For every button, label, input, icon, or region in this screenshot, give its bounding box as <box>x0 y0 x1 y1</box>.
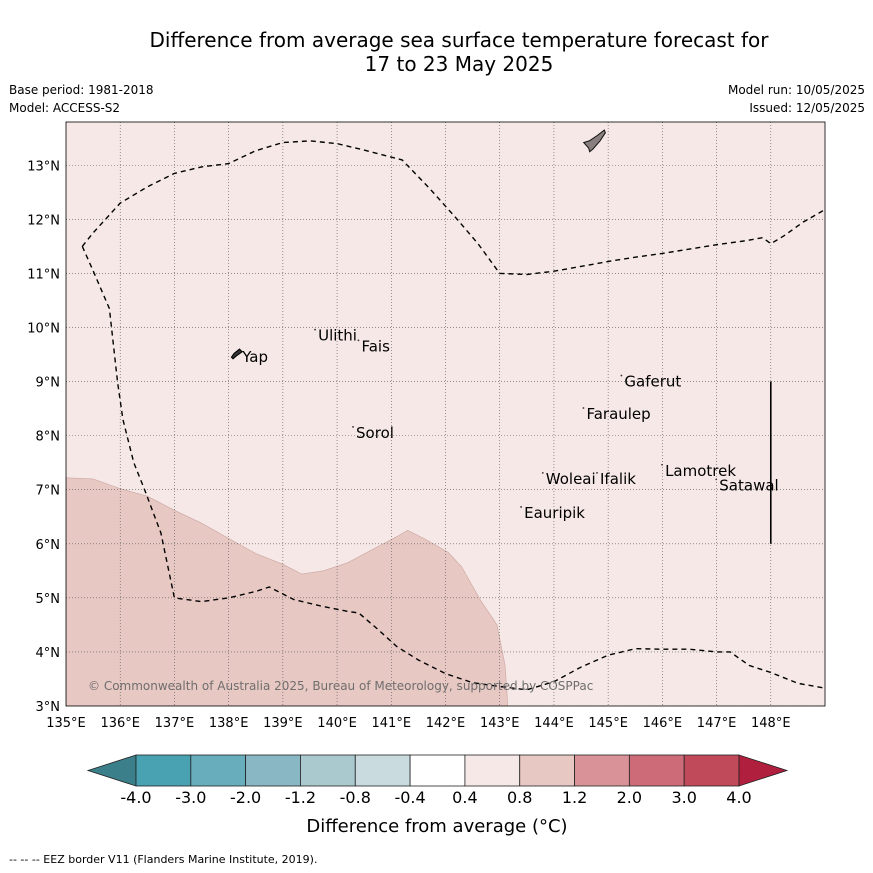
island-dot-yap <box>238 350 241 353</box>
lon-tick-label: 138°E <box>209 716 249 731</box>
colorbar-tick-label: 1.2 <box>562 788 587 807</box>
place-label-lamotrek: Lamotrek <box>665 462 736 480</box>
colorbar-segment <box>135 754 192 787</box>
lon-tick-label: 145°E <box>588 716 628 731</box>
colorbar-segment <box>190 754 247 787</box>
lon-tick-label: 147°E <box>697 716 737 731</box>
place-label-ifalik: Ifalik <box>600 470 636 488</box>
place-label-sorol: Sorol <box>356 424 394 442</box>
colorbar-tick-label: -4.0 <box>120 788 151 807</box>
colorbar-segment <box>464 754 521 787</box>
model-text: Model: ACCESS-S2 <box>9 101 121 115</box>
island-dot-satawal <box>715 478 718 481</box>
colorbar-title: Difference from average (°C) <box>306 816 567 837</box>
colorbar-tick-label: 3.0 <box>671 788 696 807</box>
colorbar-tick-label: -0.8 <box>340 788 371 807</box>
place-label-gaferut: Gaferut <box>624 373 681 391</box>
colorbar-segment <box>574 754 630 787</box>
colorbar-tick-label: -2.0 <box>230 788 261 807</box>
title-line-1: Difference from average sea surface temp… <box>149 28 769 52</box>
map-frame <box>65 121 826 707</box>
place-label-fais: Fais <box>361 337 390 355</box>
island-dot-woleai <box>541 471 544 474</box>
eez-border-north <box>81 140 825 276</box>
island-dot-faraulep <box>582 407 585 409</box>
colorbar-segment <box>519 754 575 787</box>
lat-tick-label: 4°N <box>36 646 61 661</box>
lat-tick-label: 10°N <box>27 321 60 336</box>
colorbar-segment <box>300 754 356 787</box>
island-dot-fais <box>357 339 360 342</box>
lon-tick-label: 146°E <box>643 716 683 731</box>
copyright-text: © Commonwealth of Australia 2025, Bureau… <box>88 679 593 693</box>
lon-tick-label: 148°E <box>751 716 791 731</box>
colorbar-tick-label: -3.0 <box>175 788 206 807</box>
lon-tick-label: 141°E <box>372 716 412 731</box>
colorbar-extend-low <box>86 754 137 787</box>
colorbar-tick-label: -0.4 <box>394 788 425 807</box>
colorbar-extend-high <box>738 754 789 787</box>
colorbar-segment <box>683 754 740 787</box>
island-dot-eauripik <box>520 506 523 508</box>
issued-text: Issued: 12/05/2025 <box>749 101 865 115</box>
place-label-woleai: Woleai <box>546 470 596 488</box>
colorbar-tick-label: 0.8 <box>507 788 532 807</box>
map-title: Difference from average sea surface temp… <box>0 28 873 76</box>
lon-tick-label: 144°E <box>534 716 574 731</box>
colorbar-segment <box>628 754 685 787</box>
lat-tick-label: 5°N <box>36 592 61 607</box>
lon-tick-label: 142°E <box>426 716 466 731</box>
colorbar-segment <box>409 754 466 787</box>
lon-tick-label: 143°E <box>480 716 520 731</box>
place-label-faraulep: Faraulep <box>586 405 650 423</box>
eez-border-southwest <box>81 246 825 691</box>
lon-tick-label: 139°E <box>263 716 303 731</box>
place-label-yap: Yap <box>241 348 268 366</box>
island-dot-ulithi <box>314 328 316 331</box>
lat-tick-label: 9°N <box>36 376 61 391</box>
lon-tick-label: 135°E <box>46 716 86 731</box>
lon-tick-label: 137°E <box>155 716 195 731</box>
island-dot-sorol <box>352 426 354 428</box>
lat-tick-label: 11°N <box>27 267 60 282</box>
lat-tick-label: 8°N <box>36 430 61 445</box>
colorbar-segment <box>245 754 301 787</box>
colorbar-segment <box>354 754 411 787</box>
meta-right: Model run: 10/05/2025 Issued: 12/05/2025 <box>728 81 865 117</box>
lon-tick-label: 140°E <box>317 716 357 731</box>
model-run-text: Model run: 10/05/2025 <box>727 83 865 97</box>
colorbar-tick-label: -1.2 <box>285 788 316 807</box>
lat-tick-label: 12°N <box>27 213 60 228</box>
eez-legend-footer: -- -- -- EEZ border V11 (Flanders Marine… <box>9 853 318 866</box>
title-line-2: 17 to 23 May 2025 <box>364 52 554 76</box>
lat-tick-label: 6°N <box>36 538 61 553</box>
place-label-eauripik: Eauripik <box>524 504 585 522</box>
island-dot-ifalik <box>596 471 598 474</box>
meta-left: Base period: 1981-2018 Model: ACCESS-S2 <box>9 81 154 117</box>
colorbar-tick-label: 0.4 <box>452 788 477 807</box>
guam-island <box>582 129 606 153</box>
colorbar-tick-label: 4.0 <box>726 788 751 807</box>
island-dot-gaferut <box>620 374 623 377</box>
base-period-text: Base period: 1981-2018 <box>9 83 154 97</box>
lat-tick-label: 13°N <box>27 159 60 174</box>
colorbar: -4.0 -3.0 -2.0 -1.2 -0.8 -0.4 0.4 0.8 1.2 2.0 3.0 4… <box>86 754 789 837</box>
lat-tick-label: 3°N <box>36 700 61 715</box>
lat-tick-label: 7°N <box>36 484 61 499</box>
island-dot-lamotrek <box>661 463 663 466</box>
place-label-ulithi: Ulithi <box>318 327 357 345</box>
lon-tick-label: 136°E <box>100 716 140 731</box>
place-label-satawal: Satawal <box>719 476 778 494</box>
colorbar-tick-label: 2.0 <box>617 788 642 807</box>
anomaly-region <box>66 477 509 706</box>
